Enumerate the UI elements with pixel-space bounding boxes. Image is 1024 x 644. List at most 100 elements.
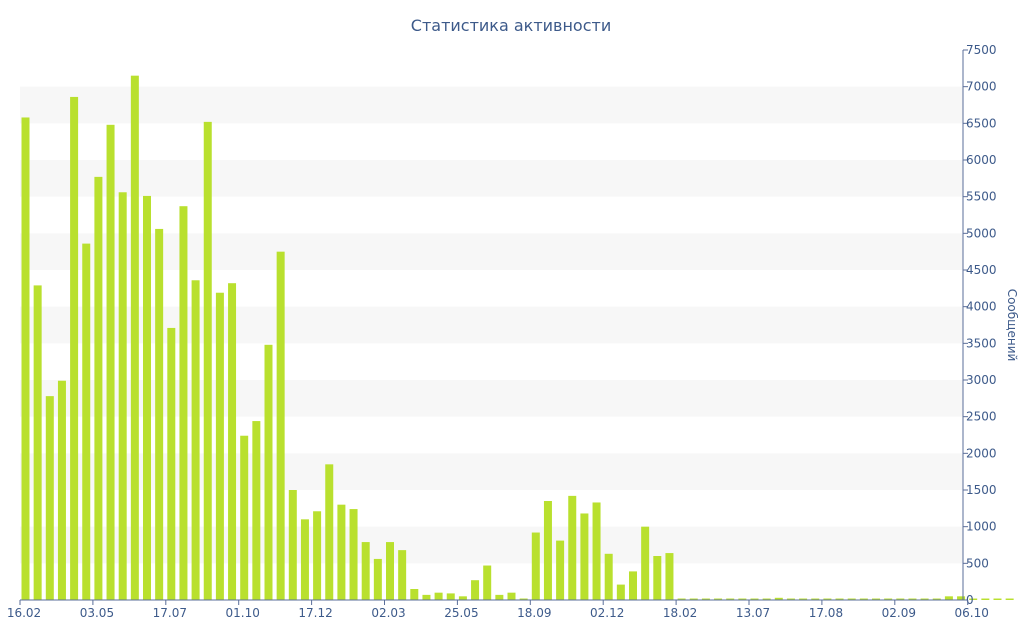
- bar[interactable]: [410, 589, 419, 600]
- bar[interactable]: [57, 380, 66, 600]
- x-tick-label: 25.05: [444, 606, 478, 620]
- bar[interactable]: [519, 598, 528, 600]
- bar[interactable]: [592, 502, 601, 600]
- grid-band: [20, 86, 963, 124]
- bar[interactable]: [82, 243, 91, 600]
- bar[interactable]: [21, 117, 30, 600]
- bar[interactable]: [349, 509, 358, 600]
- bar[interactable]: [714, 598, 723, 600]
- bar[interactable]: [118, 192, 127, 600]
- bar[interactable]: [1005, 598, 1014, 600]
- bar[interactable]: [641, 526, 650, 600]
- bar[interactable]: [896, 598, 905, 600]
- grid-band: [20, 306, 963, 344]
- bar[interactable]: [373, 558, 382, 600]
- y-tick-label: 5500: [966, 190, 997, 204]
- bar[interactable]: [143, 195, 151, 600]
- bar[interactable]: [422, 594, 431, 600]
- bar[interactable]: [300, 519, 309, 600]
- y-tick-label: 4500: [966, 263, 997, 277]
- bar[interactable]: [580, 513, 589, 600]
- bar[interactable]: [629, 571, 637, 600]
- bar[interactable]: [653, 556, 662, 600]
- bar[interactable]: [859, 598, 868, 600]
- bar[interactable]: [835, 598, 844, 600]
- bar[interactable]: [701, 598, 710, 600]
- bar[interactable]: [543, 501, 552, 600]
- y-ticks-group: 0 500 1000 1500 2000 2500 3000 3500 4000 4500 5000…: [963, 43, 997, 607]
- bar[interactable]: [981, 598, 990, 600]
- bar[interactable]: [434, 592, 443, 600]
- bar[interactable]: [70, 96, 79, 601]
- bar[interactable]: [920, 598, 929, 600]
- bar[interactable]: [325, 464, 334, 600]
- bar[interactable]: [240, 435, 249, 600]
- bar[interactable]: [726, 598, 735, 600]
- bar[interactable]: [313, 511, 322, 600]
- bar[interactable]: [361, 542, 370, 600]
- bar[interactable]: [993, 598, 1002, 600]
- bar[interactable]: [932, 598, 941, 600]
- bar[interactable]: [215, 292, 224, 600]
- grid-band: [20, 453, 963, 490]
- bar[interactable]: [191, 280, 200, 600]
- bar[interactable]: [604, 553, 613, 600]
- bar[interactable]: [786, 598, 795, 600]
- bar[interactable]: [677, 598, 686, 600]
- bar[interactable]: [568, 495, 577, 600]
- bar[interactable]: [531, 532, 540, 600]
- bar[interactable]: [167, 327, 176, 600]
- bar[interactable]: [228, 283, 237, 600]
- bar[interactable]: [276, 251, 285, 601]
- bar[interactable]: [908, 598, 917, 600]
- bar[interactable]: [337, 504, 346, 600]
- bar[interactable]: [471, 580, 480, 600]
- bar[interactable]: [799, 598, 808, 600]
- bar[interactable]: [665, 553, 674, 600]
- bar[interactable]: [94, 176, 103, 600]
- bar[interactable]: [398, 550, 407, 600]
- bar[interactable]: [616, 584, 625, 600]
- y-tick-label: 2500: [966, 410, 997, 424]
- x-tick-label: 13.07: [736, 606, 770, 620]
- bar[interactable]: [386, 542, 394, 600]
- bar[interactable]: [203, 121, 212, 601]
- bar[interactable]: [957, 596, 966, 600]
- grid-band: [20, 160, 963, 197]
- bar[interactable]: [458, 596, 467, 600]
- bar[interactable]: [33, 285, 42, 600]
- bar[interactable]: [130, 75, 139, 601]
- bar[interactable]: [689, 598, 698, 600]
- bar[interactable]: [969, 598, 978, 600]
- bar[interactable]: [495, 594, 504, 600]
- bar[interactable]: [811, 598, 820, 600]
- bar[interactable]: [823, 598, 832, 600]
- x-tick-label: 06.10: [955, 606, 989, 620]
- bar[interactable]: [288, 490, 297, 600]
- x-tick-label: 02.09: [882, 606, 916, 620]
- y-tick-label: 6000: [966, 153, 997, 167]
- bar[interactable]: [155, 228, 164, 600]
- bar[interactable]: [884, 598, 893, 600]
- bars-group: [21, 75, 1014, 601]
- bar[interactable]: [750, 598, 759, 600]
- bar[interactable]: [738, 598, 747, 600]
- bar[interactable]: [106, 124, 115, 601]
- bar[interactable]: [45, 396, 54, 600]
- bar[interactable]: [944, 596, 953, 600]
- bar[interactable]: [762, 598, 771, 600]
- bar[interactable]: [556, 540, 565, 600]
- bar[interactable]: [872, 598, 880, 600]
- y-tick-label: 7000: [966, 80, 997, 94]
- y-tick-label: 1000: [966, 520, 997, 534]
- bar[interactable]: [252, 421, 261, 600]
- bar[interactable]: [774, 597, 783, 600]
- x-tick-label: 17.08: [809, 606, 843, 620]
- bar[interactable]: [179, 206, 188, 600]
- bar[interactable]: [264, 344, 273, 600]
- bar[interactable]: [483, 565, 492, 600]
- bar[interactable]: [847, 598, 856, 600]
- bar[interactable]: [446, 593, 455, 600]
- bar[interactable]: [507, 592, 516, 600]
- chart-title: Статистика активности: [411, 16, 611, 35]
